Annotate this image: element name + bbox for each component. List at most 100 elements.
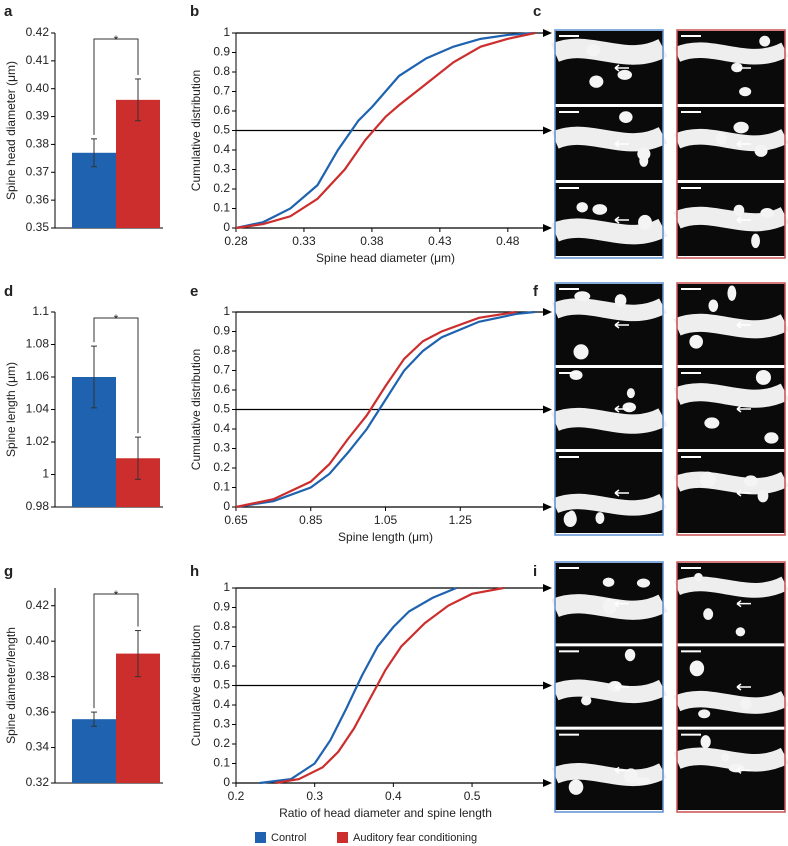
image-border: [554, 29, 664, 259]
spine: [576, 202, 588, 213]
arrow-marker: [736, 489, 751, 497]
scale-bar: [559, 650, 579, 653]
scale-bar: [559, 111, 579, 113]
panel-label: g: [4, 563, 13, 580]
spine: [694, 573, 703, 582]
arrow-marker: [614, 140, 629, 148]
error-bar: [91, 345, 97, 409]
image-panel: [551, 29, 668, 259]
y-tick-label: 0.1: [213, 756, 230, 770]
y-tick-label: 0.3: [213, 162, 230, 176]
spine: [581, 695, 592, 706]
spine: [586, 44, 601, 57]
y-tick-label: 0.6: [213, 103, 230, 117]
spine: [619, 111, 633, 123]
micrograph: [677, 646, 785, 727]
micrograph: [555, 284, 663, 365]
y-tick-label: 1.08: [26, 337, 50, 351]
x-tick-label: 0.33: [292, 234, 316, 248]
y-axis-label: Spine diameter/length: [4, 627, 18, 744]
scale-bar: [559, 567, 579, 569]
legend-label: Control: [271, 832, 306, 844]
y-tick-label: 0: [223, 775, 230, 789]
scale-bar: [559, 372, 579, 374]
dendrite: [551, 298, 667, 322]
dendrite: [551, 38, 668, 65]
y-tick-label: 0.2: [213, 736, 230, 750]
arrow-head: [543, 503, 552, 511]
spine: [637, 147, 651, 161]
panel-label: h: [190, 563, 199, 580]
arrow-marker: [614, 683, 629, 691]
scale-bar: [681, 288, 701, 290]
y-tick-label: 0.4: [213, 142, 230, 156]
y-tick-label: 0: [223, 220, 230, 234]
y-tick-label: 0.9: [213, 600, 230, 614]
scale-bar: [681, 650, 701, 653]
error-bar: [91, 138, 97, 168]
spine: [757, 489, 769, 503]
y-tick-label: 0.9: [213, 324, 230, 338]
x-axis-label: Spine head diameter (μm): [316, 251, 455, 265]
dendrite: [674, 576, 788, 598]
arrow-marker: [614, 64, 629, 72]
spine: [727, 285, 737, 301]
spine: [715, 132, 727, 145]
y-tick-label: 0.36: [26, 704, 50, 718]
y-tick-label: 0.40: [26, 81, 50, 95]
scale-bar: [681, 456, 701, 458]
spine: [569, 370, 583, 381]
spine: [573, 344, 589, 360]
y-tick-label: 0.8: [213, 343, 230, 357]
legend-swatch: [337, 832, 348, 843]
chart: 0 0.1 0.2 0.3 0.4 0.5 0.6 0.7 0.8 0.9 1 Cumulative …: [189, 304, 552, 544]
x-tick-label: 0.43: [428, 234, 452, 248]
cdf-line: [235, 310, 517, 509]
spine: [760, 208, 774, 219]
arrow-marker: [736, 766, 751, 774]
y-tick-label: 1.02: [26, 434, 50, 448]
y-tick-label: 1: [42, 467, 49, 481]
arrow-marker: [614, 766, 629, 774]
y-tick-label: 0.34: [26, 740, 50, 754]
dendrite: [551, 763, 667, 787]
scale-bar: [559, 733, 579, 736]
arrow-marker: [614, 489, 629, 497]
significance-bracket: [93, 593, 139, 709]
error-bar: [135, 78, 141, 122]
y-tick-label: 0.4: [213, 421, 230, 435]
chart: 0.32 0.34 0.36 0.38 0.40 0.42 Spine diameter/l…: [4, 588, 163, 789]
dendrite: [551, 218, 668, 245]
y-tick-label: 0.5: [213, 402, 230, 416]
spine: [721, 753, 730, 762]
y-axis-label: Cumulative distribution: [189, 625, 203, 746]
dendrite: [673, 471, 788, 495]
x-tick-label: 0.65: [224, 513, 248, 527]
y-tick-label: 0.32: [26, 775, 50, 789]
significance-bracket: [93, 38, 139, 135]
spine: [755, 370, 771, 385]
spine: [733, 204, 745, 216]
panel-label: f: [533, 283, 539, 300]
spine: [764, 432, 779, 444]
y-tick-label: 1.06: [26, 369, 50, 383]
arrow-marker: [614, 216, 629, 224]
y-tick-label: 0.9: [213, 45, 230, 59]
spine: [636, 578, 651, 588]
legend-swatch: [255, 832, 266, 843]
error-bar: [91, 711, 97, 727]
image-panel: [551, 282, 668, 536]
x-tick-label: 0.38: [360, 234, 384, 248]
y-tick-label: 1.04: [26, 402, 50, 416]
y-tick-label: 0.7: [213, 639, 230, 653]
arrow-head: [543, 681, 552, 690]
dendrite: [673, 313, 788, 339]
y-tick-label: 0.8: [213, 64, 230, 78]
x-tick-label: 0.5: [464, 789, 481, 803]
significance-star: *: [114, 588, 119, 602]
dendrite: [673, 206, 788, 232]
arrow-marker: [736, 683, 751, 691]
spine: [700, 735, 711, 749]
cdf-line: [259, 586, 457, 785]
